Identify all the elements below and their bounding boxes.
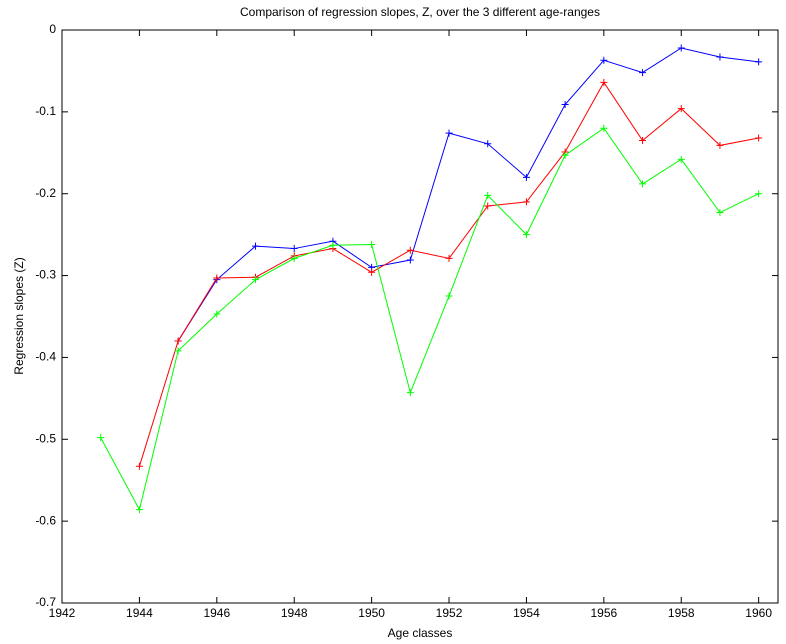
point-marker xyxy=(368,240,376,248)
point-marker xyxy=(213,310,221,318)
x-tick-label: 1952 xyxy=(436,606,463,620)
point-marker xyxy=(755,58,763,66)
point-marker xyxy=(755,134,763,142)
point-marker xyxy=(213,274,221,282)
point-marker xyxy=(600,124,608,132)
point-marker xyxy=(406,389,414,397)
point-marker xyxy=(677,44,685,52)
point-marker xyxy=(600,56,608,64)
point-marker xyxy=(677,155,685,163)
y-tick-label: -0.7 xyxy=(35,595,56,609)
series-line xyxy=(138,81,759,467)
x-tick-label: 1960 xyxy=(745,606,772,620)
point-marker xyxy=(561,100,569,108)
point-marker xyxy=(716,141,724,149)
y-tick-label: -0.6 xyxy=(35,513,56,527)
y-tick-label: 0 xyxy=(49,22,56,36)
point-marker xyxy=(484,191,492,199)
point-marker xyxy=(329,241,337,249)
series-line xyxy=(100,127,759,512)
point-marker xyxy=(484,140,492,148)
point-marker xyxy=(252,242,260,250)
point-marker xyxy=(716,53,724,61)
point-marker xyxy=(252,276,260,284)
point-marker xyxy=(600,78,608,86)
point-marker xyxy=(445,292,453,300)
point-marker xyxy=(290,245,298,253)
point-marker xyxy=(484,202,492,210)
point-marker xyxy=(135,506,143,514)
x-axis-label: Age classes xyxy=(388,626,453,640)
point-marker xyxy=(97,434,105,442)
point-marker xyxy=(561,151,569,159)
chart-title: Comparison of regression slopes, Z, over… xyxy=(240,5,600,19)
y-tick-label: -0.5 xyxy=(35,431,56,445)
y-tick-label: -0.2 xyxy=(35,186,56,200)
y-axis-label: Regression slopes (Z) xyxy=(12,257,26,374)
x-tick-label: 1950 xyxy=(358,606,385,620)
point-marker xyxy=(522,198,530,206)
point-marker xyxy=(445,254,453,262)
point-marker xyxy=(135,462,143,470)
point-marker xyxy=(445,129,453,137)
y-tick-label: -0.4 xyxy=(35,350,56,364)
point-marker xyxy=(522,173,530,181)
point-marker xyxy=(522,231,530,239)
x-tick-label: 1958 xyxy=(668,606,695,620)
point-marker xyxy=(174,337,182,345)
point-marker xyxy=(639,69,647,77)
x-tick-label: 1948 xyxy=(281,606,308,620)
point-marker xyxy=(755,190,763,198)
point-marker xyxy=(639,137,647,145)
y-tick-label: -0.3 xyxy=(35,268,56,282)
y-tick-label: -0.1 xyxy=(35,104,56,118)
x-tick-label: 1956 xyxy=(590,606,617,620)
point-marker xyxy=(716,209,724,217)
x-tick-label: 1944 xyxy=(126,606,153,620)
plot-frame xyxy=(61,29,779,604)
x-tick-label: 1942 xyxy=(49,606,76,620)
x-tick-label: 1954 xyxy=(513,606,540,620)
point-marker xyxy=(174,347,182,355)
point-marker xyxy=(406,246,414,254)
x-tick-label: 1946 xyxy=(203,606,230,620)
point-marker xyxy=(290,254,298,262)
point-marker xyxy=(406,256,414,264)
point-marker xyxy=(639,180,647,188)
point-marker xyxy=(368,268,376,276)
series-line xyxy=(177,47,759,342)
point-marker xyxy=(677,105,685,113)
